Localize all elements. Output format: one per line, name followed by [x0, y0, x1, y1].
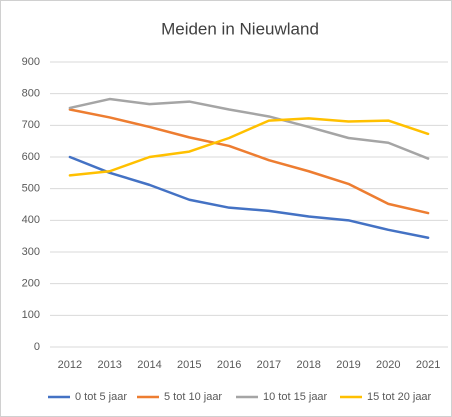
y-tick-label: 600 — [22, 151, 40, 163]
y-tick-label: 400 — [22, 214, 40, 226]
x-tick-label: 2021 — [416, 359, 440, 371]
y-tick-label: 300 — [22, 246, 40, 258]
legend-label: 0 tot 5 jaar — [75, 391, 127, 403]
y-tick-label: 500 — [22, 183, 40, 195]
legend-label: 10 tot 15 jaar — [263, 391, 328, 403]
y-tick-label: 800 — [22, 88, 40, 100]
x-tick-label: 2014 — [137, 359, 161, 371]
chart-title: Meiden in Nieuwland — [161, 19, 319, 38]
x-tick-label: 2012 — [58, 359, 82, 371]
y-tick-label: 700 — [22, 119, 40, 131]
data-line — [68, 155, 430, 239]
x-tick-label: 2020 — [376, 359, 400, 371]
x-tick-label: 2016 — [217, 359, 241, 371]
y-tick-label: 100 — [22, 309, 40, 321]
data-line — [68, 108, 430, 215]
x-tick-label: 2019 — [336, 359, 360, 371]
y-tick-label: 0 — [34, 341, 40, 353]
x-tick-label: 2017 — [257, 359, 281, 371]
data-line — [68, 117, 430, 177]
data-line — [68, 97, 430, 160]
x-tick-label: 2018 — [296, 359, 320, 371]
x-tick-label: 2013 — [97, 359, 121, 371]
y-tick-label: 200 — [22, 278, 40, 290]
legend-label: 15 tot 20 jaar — [367, 391, 432, 403]
y-tick-label: 900 — [22, 56, 40, 68]
legend-label: 5 tot 10 jaar — [164, 391, 222, 403]
x-tick-label: 2015 — [177, 359, 201, 371]
